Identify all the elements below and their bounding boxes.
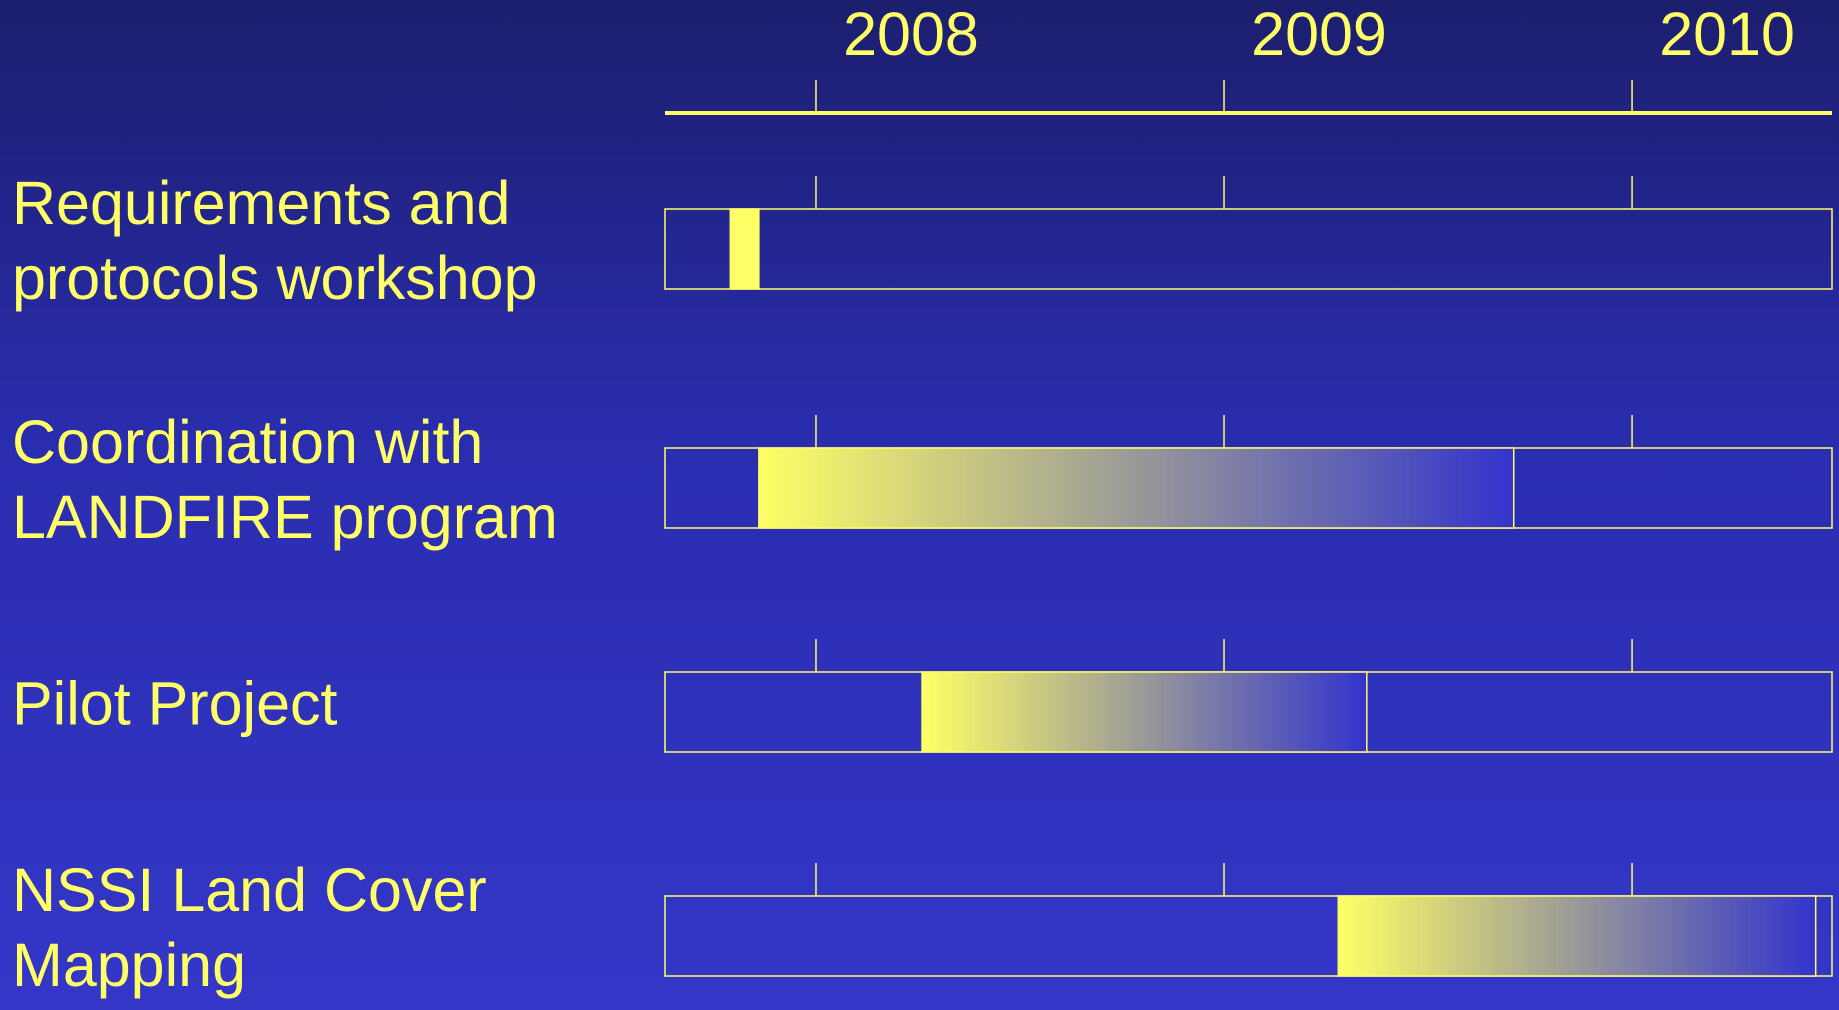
task-label: NSSI Land Cover Mapping — [12, 856, 487, 999]
task-bar — [1337, 895, 1817, 977]
task-bar — [921, 671, 1368, 753]
x-tick-label: 2008 — [843, 0, 979, 68]
x-tick-label: 2009 — [1251, 0, 1387, 68]
task-label: Pilot Project — [12, 669, 338, 738]
task-label: Requirements and protocols workshop — [12, 169, 538, 312]
task-label: Coordination with LANDFIRE program — [12, 408, 558, 551]
task-bar — [758, 447, 1515, 529]
row-frame — [664, 895, 1833, 977]
task-bar — [729, 208, 760, 290]
row-frame — [664, 208, 1833, 290]
x-tick-label: 2010 — [1659, 0, 1795, 68]
